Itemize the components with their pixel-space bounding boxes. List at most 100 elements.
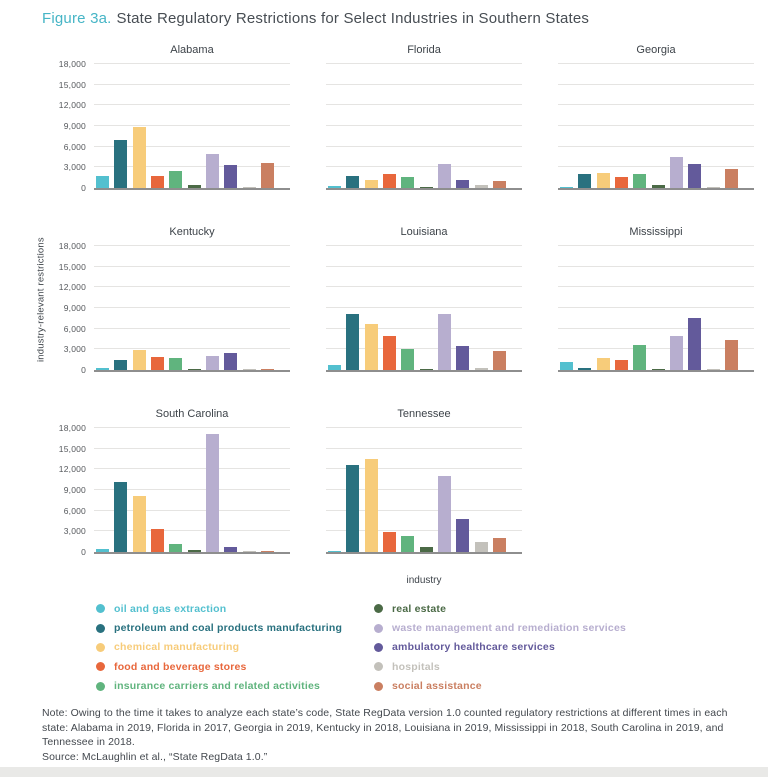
- chart-title-mississippi: Mississippi: [629, 226, 683, 238]
- bar: [346, 313, 360, 370]
- gridline: [94, 307, 290, 308]
- y-tick-label: 9,000: [63, 303, 86, 313]
- chart-kentucky: Kentucky 0 3,000 6,000 9,000 12,000 15,000 18,…: [42, 226, 290, 375]
- bar: [651, 185, 665, 188]
- bar: [364, 323, 378, 370]
- bar: [706, 186, 720, 188]
- legend-item-real-estate: real estate: [374, 599, 626, 618]
- gridline: [558, 348, 754, 350]
- y-tick-label: 9,000: [63, 485, 86, 495]
- bar: [187, 185, 201, 188]
- legend-label: hospitals: [392, 660, 440, 673]
- bar: [150, 529, 164, 552]
- gridline: [326, 489, 522, 490]
- bar: [492, 537, 506, 552]
- bar: [224, 353, 238, 370]
- bar: [706, 368, 720, 370]
- gridline: [326, 83, 522, 85]
- bar: [132, 495, 146, 552]
- y-tick-label: 18,000: [58, 59, 86, 69]
- bar: [456, 179, 470, 188]
- bar: [114, 482, 128, 552]
- bar: [132, 127, 146, 188]
- plot-area-florida: [326, 63, 522, 190]
- bar: [260, 162, 274, 188]
- plot-area-georgia: [558, 63, 754, 190]
- bars-group: [326, 428, 522, 552]
- bar: [437, 314, 451, 370]
- bar: [560, 362, 573, 370]
- bar: [96, 548, 109, 552]
- legend-marker-icon: [374, 662, 383, 672]
- gridline: [326, 530, 522, 532]
- chart-florida: Florida: [326, 44, 522, 192]
- bar: [474, 184, 488, 188]
- gridline: [558, 265, 754, 267]
- y-tick-label: 15,000: [58, 79, 86, 90]
- bar: [669, 157, 683, 188]
- y-tick-label: 6,000: [63, 323, 86, 334]
- chart-title-tennessee: Tennessee: [397, 408, 451, 420]
- legend-marker-icon: [96, 604, 105, 614]
- bar: [114, 139, 128, 188]
- bar: [242, 368, 256, 370]
- bar: [364, 459, 378, 552]
- legend-label: insurance carriers and related activitie…: [114, 680, 321, 693]
- plot-area-alabama: 0 3,000 6,000 9,000 12,000 15,000 18,000: [59, 59, 290, 193]
- y-tick-label: 3,000: [63, 526, 86, 537]
- gridline: [558, 63, 754, 64]
- y-tick-label: 0: [81, 183, 86, 193]
- bars-group: [558, 246, 754, 370]
- gridline: [326, 265, 522, 267]
- bar: [346, 175, 360, 188]
- bar: [492, 181, 506, 188]
- bars-group: [94, 428, 290, 552]
- bars-group: [558, 64, 754, 188]
- chart-alabama: Alabama 0 3,000 6,000 9,000 12,000 15,000 18,0…: [42, 44, 290, 193]
- bar: [437, 163, 451, 188]
- gridline: [94, 468, 290, 470]
- bar: [614, 176, 628, 188]
- gridline: [326, 307, 522, 308]
- bar: [401, 349, 415, 370]
- bar: [150, 356, 164, 370]
- chart-title-kentucky: Kentucky: [169, 226, 215, 238]
- source-text: Source: McLaughlin et al., “State RegDat…: [42, 750, 268, 763]
- legend-label: ambulatory healthcare services: [392, 641, 555, 654]
- gridline: [558, 245, 754, 246]
- gridline: [558, 327, 754, 329]
- legend-marker-icon: [374, 604, 383, 614]
- bars-group: [94, 246, 290, 370]
- chart-south-carolina: South Carolina 0 3,000 6,000 9,000 12,000 15,…: [42, 408, 290, 557]
- gridline: [94, 145, 290, 147]
- legend-marker-icon: [374, 623, 383, 633]
- bar: [614, 360, 628, 370]
- legend-item-waste-management: waste management and remediation service…: [374, 618, 626, 637]
- figure-number: Figure 3a.: [42, 10, 112, 27]
- gridline: [558, 286, 754, 288]
- gridline: [326, 509, 522, 511]
- bar: [328, 550, 341, 552]
- gridline: [94, 125, 290, 126]
- plot-area-kentucky: 0 3,000 6,000 9,000 12,000 15,000 18,000: [59, 241, 290, 375]
- y-tick-label: 6,000: [63, 505, 86, 516]
- bar: [96, 367, 109, 370]
- legend-item-chemical: chemical manufacturing: [96, 638, 342, 657]
- gridline: [326, 245, 522, 246]
- bar: [382, 174, 396, 188]
- bar: [669, 335, 683, 370]
- bar: [224, 164, 238, 188]
- legend-label: petroleum and coal products manufacturin…: [114, 622, 343, 635]
- gridline: [326, 125, 522, 126]
- bar: [205, 433, 219, 552]
- gridline: [558, 166, 754, 168]
- legend-column-right: real estate waste management and remedia…: [374, 599, 626, 696]
- y-tick-label: 15,000: [58, 261, 86, 272]
- bar: [114, 360, 128, 370]
- y-tick-label: 18,000: [58, 423, 86, 433]
- bar: [419, 369, 433, 370]
- gridline: [94, 327, 290, 329]
- bars-group: [326, 246, 522, 370]
- chart-title-florida: Florida: [407, 44, 441, 56]
- gridline: [94, 104, 290, 106]
